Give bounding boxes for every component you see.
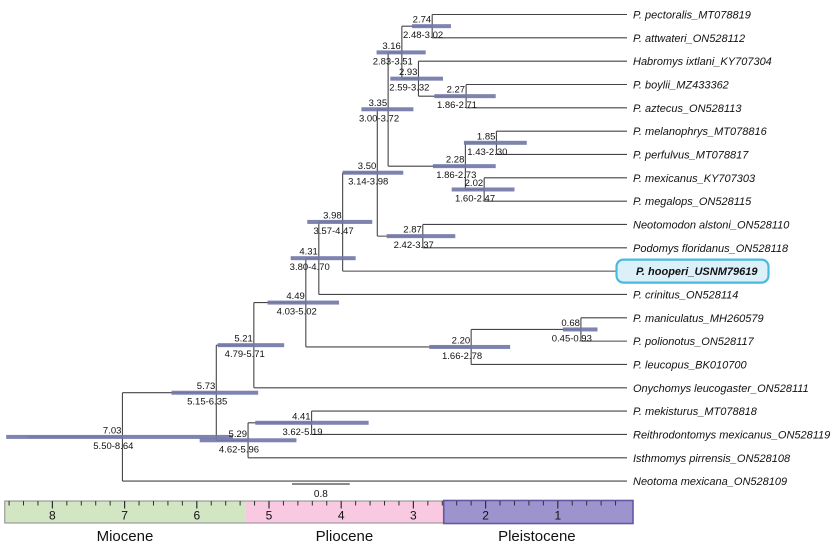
hpd-bar bbox=[411, 24, 451, 29]
taxon-label: P. perfulvus_MT078817 bbox=[633, 149, 749, 161]
timescale-epoch-miocene bbox=[4, 501, 246, 523]
hpd-bar bbox=[217, 343, 285, 348]
node-ci-label: 1.86-2.71 bbox=[437, 100, 477, 111]
taxon-label: P. melanophrys_MT078816 bbox=[633, 126, 768, 138]
tick-label: 1 bbox=[554, 509, 561, 523]
taxon-label: P. aztecus_ON528113 bbox=[633, 103, 742, 115]
node-age-label: 2.28 bbox=[446, 155, 465, 166]
node-age-label: 4.41 bbox=[292, 411, 311, 422]
node-age-label: 7.03 bbox=[103, 425, 122, 436]
node-age-label: 2.20 bbox=[452, 335, 471, 346]
node-ci-label: 1.60-2.47 bbox=[455, 193, 495, 204]
node-age-label: 4.49 bbox=[286, 291, 305, 302]
node-age-label: 3.16 bbox=[382, 41, 401, 52]
hpd-bar bbox=[434, 94, 496, 99]
node-age-label: 0.68 bbox=[561, 318, 580, 329]
node-ci-label: 3.80-4.70 bbox=[290, 262, 330, 273]
highlight-box bbox=[615, 258, 770, 284]
taxon-label: P. mexicanus_KY707303 bbox=[633, 173, 756, 185]
hpd-bar bbox=[432, 164, 496, 169]
tick-label: 6 bbox=[193, 509, 200, 523]
taxon-label: Onychomys leucogaster_ON528111 bbox=[633, 383, 809, 395]
node-ci-label: 1.66-2.78 bbox=[442, 351, 482, 362]
taxon-label: Reithrodontomys mexicanus_ON528119 bbox=[633, 429, 830, 441]
taxon-label: P. attwateri_ON528112 bbox=[633, 33, 745, 45]
epoch-label: Pleistocene bbox=[498, 528, 576, 545]
tick-label: 7 bbox=[121, 509, 128, 523]
node-age-label: 2.74 bbox=[413, 15, 432, 26]
hpd-bar bbox=[463, 140, 527, 145]
hpd-bar bbox=[386, 234, 456, 239]
node-age-label: 3.98 bbox=[323, 210, 342, 221]
scale-bar-label: 0.8 bbox=[314, 489, 328, 500]
node-age-label: 2.27 bbox=[447, 85, 466, 96]
hpd-bar bbox=[429, 344, 511, 349]
hpd-bar bbox=[451, 187, 515, 192]
hpd-bar bbox=[255, 420, 369, 425]
node-ci-label: 2.48-3.02 bbox=[403, 30, 443, 41]
taxon-label: P. mekisturus_MT078818 bbox=[633, 406, 758, 418]
node-ci-label: 4.03-5.02 bbox=[277, 307, 317, 318]
node-ci-label: 5.15-6.35 bbox=[187, 397, 227, 408]
tick-label: 4 bbox=[338, 509, 345, 523]
node-age-label: 5.21 bbox=[234, 334, 253, 345]
hpd-bar bbox=[390, 76, 444, 81]
epoch-label: Miocene bbox=[97, 528, 154, 545]
hpd-bar bbox=[562, 327, 598, 332]
node-ci-label: 2.83-3.51 bbox=[373, 56, 413, 67]
node-ci-label: 4.79-5.71 bbox=[225, 349, 265, 360]
node-age-label: 2.02 bbox=[465, 178, 484, 189]
tick-label: 2 bbox=[482, 509, 489, 523]
epoch-label: Pliocene bbox=[316, 528, 374, 545]
node-ci-label: 3.00-3.72 bbox=[359, 113, 399, 124]
node-age-label: 5.29 bbox=[229, 429, 248, 440]
hpd-bar bbox=[307, 219, 373, 224]
taxon-label: P. crinitus_ON528114 bbox=[633, 289, 738, 301]
taxon-label: P. megalops_ON528115 bbox=[633, 196, 752, 208]
node-age-label: 2.87 bbox=[403, 225, 422, 236]
hpd-bar bbox=[290, 256, 356, 261]
node-ci-label: 2.59-3.32 bbox=[389, 83, 429, 94]
hpd-bar bbox=[199, 438, 297, 443]
taxon-label: P. leucopus_BK010700 bbox=[633, 359, 747, 371]
node-ci-label: 1.86-2.73 bbox=[436, 170, 476, 181]
tick-label: 8 bbox=[49, 509, 56, 523]
node-age-label: 3.50 bbox=[358, 161, 377, 172]
node-ci-label: 5.50-8.64 bbox=[93, 441, 133, 452]
node-age-label: 5.73 bbox=[197, 381, 216, 392]
node-ci-label: 3.14-3.98 bbox=[348, 177, 388, 188]
node-age-label: 3.35 bbox=[369, 98, 388, 109]
hpd-bar bbox=[376, 50, 426, 55]
taxon-label: Habromys ixtlani_KY707304 bbox=[633, 56, 772, 68]
node-ci-label: 4.62-5.96 bbox=[219, 444, 259, 455]
taxon-label: P. maniculatus_MH260579 bbox=[633, 313, 764, 325]
hpd-bar bbox=[342, 170, 404, 175]
node-age-label: 1.85 bbox=[477, 131, 496, 142]
node-ci-label: 3.57-4.47 bbox=[313, 226, 353, 237]
node-ci-label: 1.43-2.30 bbox=[467, 147, 507, 158]
hpd-bar bbox=[267, 300, 340, 305]
taxon-label: P. boylii_MZ433362 bbox=[633, 79, 729, 91]
timescale-epoch-pleistocene bbox=[442, 499, 634, 525]
hpd-bar bbox=[361, 107, 414, 112]
node-ci-label: 2.42-3.37 bbox=[394, 240, 434, 251]
taxon-label: Neotomodon alstoni_ON528110 bbox=[633, 219, 790, 231]
taxon-label: P. polionotus_ON528117 bbox=[633, 336, 755, 348]
taxon-label: Podomys floridanus_ON528118 bbox=[633, 243, 789, 255]
node-age-label: 2.93 bbox=[399, 67, 418, 78]
timescale-epoch-pliocene bbox=[245, 501, 444, 523]
taxon-label-highlighted: P. hooperi_USNM79619 bbox=[636, 266, 758, 278]
node-age-label: 4.31 bbox=[299, 247, 318, 258]
taxon-label: Neotoma mexicana_ON528109 bbox=[633, 476, 787, 488]
taxon-label: P. pectoralis_MT078819 bbox=[633, 10, 751, 22]
taxon-label: Isthmomys pirrensis_ON528108 bbox=[633, 453, 791, 465]
tick-label: 3 bbox=[410, 509, 417, 523]
tick-label: 5 bbox=[266, 509, 273, 523]
hpd-bar bbox=[171, 390, 259, 395]
node-ci-label: 3.62-5.19 bbox=[282, 427, 322, 438]
node-ci-label: 0.45-0.93 bbox=[552, 333, 592, 344]
hpd-bar bbox=[6, 434, 233, 439]
